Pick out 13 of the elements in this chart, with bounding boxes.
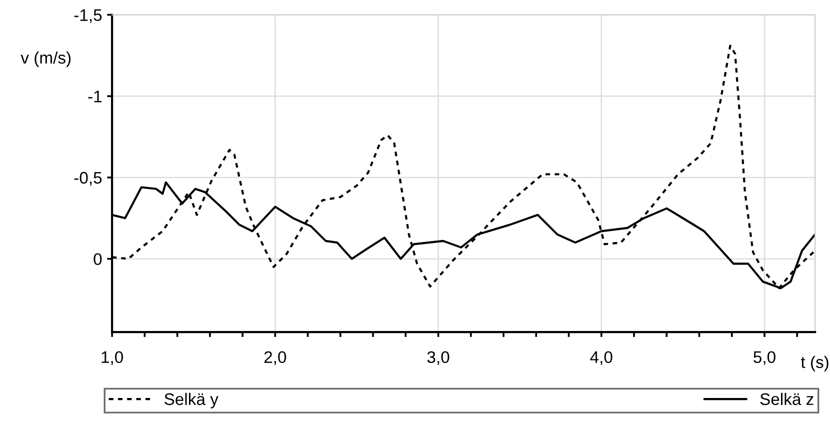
legend-label: Selkä y [164,392,218,408]
x-tick-label: 2,0 [264,351,286,366]
y-tick-label: -1,5 [74,9,102,23]
x-tick-label: 5,0 [754,351,776,366]
x-tick-label: 3,0 [427,351,450,366]
y-tick-label: -0,5 [74,172,102,186]
legend-label: Selkä z [760,392,814,406]
x-axis-title: t (s) [800,356,828,372]
y-axis-title: v (m/s) [20,51,71,67]
y-tick-label: -1 [88,90,102,102]
y-tick-label: 0 [94,253,102,266]
x-tick-label: 4,0 [590,351,612,366]
x-tick-label: 1,0 [102,351,123,366]
